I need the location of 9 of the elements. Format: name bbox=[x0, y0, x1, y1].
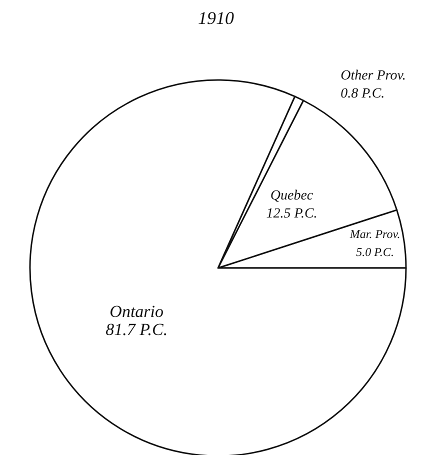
slice-label: Ontario bbox=[110, 302, 164, 322]
slice-label: Other Prov. bbox=[340, 68, 406, 84]
data-label: 81.7 P.C. bbox=[106, 320, 168, 340]
data-label: 0.8 P.C. bbox=[340, 86, 385, 102]
slice-label: Mar. Prov. bbox=[348, 227, 400, 242]
chart-title: 1910 bbox=[198, 8, 234, 28]
slice-label: Quebec bbox=[270, 188, 314, 204]
data-label: 12.5 P.C. bbox=[266, 206, 318, 222]
data-label: 5.0 P.C. bbox=[356, 245, 394, 260]
